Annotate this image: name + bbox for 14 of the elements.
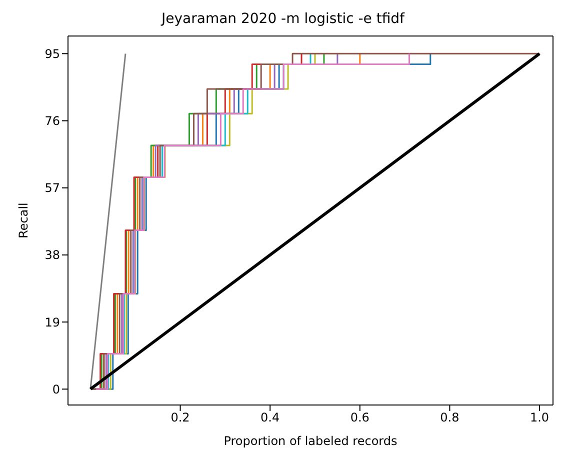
- x-tick-label: 0.4: [260, 410, 280, 425]
- x-tick-label: 1.0: [530, 410, 550, 425]
- y-tick-label: 38: [44, 248, 60, 262]
- x-tick-label: 0.6: [350, 410, 370, 425]
- y-axis-title: Recall: [16, 202, 30, 238]
- chart-title: Jeyaraman 2020 -m logistic -e tfidf: [160, 10, 406, 29]
- y-tick-label: 57: [44, 181, 60, 196]
- y-tick-label: 0: [52, 382, 60, 396]
- y-tick-label: 95: [44, 46, 60, 61]
- x-tick-label: 0.2: [170, 410, 190, 425]
- y-tick-label: 76: [44, 114, 60, 128]
- y-tick-label: 19: [44, 315, 60, 330]
- x-axis-title: Proportion of labeled records: [224, 434, 398, 448]
- x-tick-label: 0.8: [440, 410, 460, 425]
